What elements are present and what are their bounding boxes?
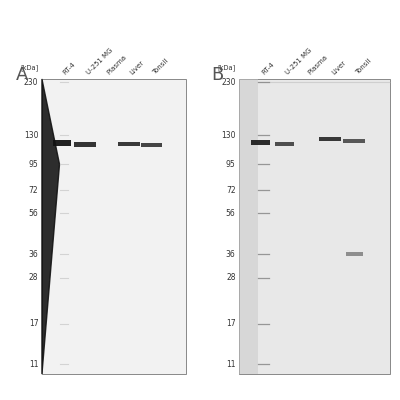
Bar [319, 136, 341, 141]
Text: 72: 72 [226, 186, 236, 194]
Text: [kDa]: [kDa] [217, 64, 236, 71]
Text: Liver: Liver [129, 59, 145, 76]
Text: Plasma: Plasma [306, 54, 328, 76]
Bar [42, 79, 186, 374]
Text: 95: 95 [226, 160, 236, 169]
Bar [118, 142, 140, 146]
Bar [74, 142, 96, 147]
Text: U-251 MG: U-251 MG [284, 47, 313, 76]
Bar [239, 79, 390, 374]
Text: 56: 56 [29, 209, 38, 218]
Text: 230: 230 [221, 78, 236, 87]
Text: Tonsil: Tonsil [152, 58, 170, 76]
Text: 130: 130 [24, 131, 38, 140]
Text: 11: 11 [226, 360, 236, 369]
Text: 130: 130 [221, 131, 236, 140]
Bar [239, 79, 258, 374]
Text: B: B [212, 66, 224, 84]
Text: U-251 MG: U-251 MG [85, 47, 114, 76]
Bar [343, 139, 365, 143]
Text: A: A [16, 66, 28, 84]
Text: 28: 28 [226, 273, 236, 282]
Text: Tonsil: Tonsil [354, 58, 372, 76]
Polygon shape [42, 79, 60, 374]
Bar [275, 142, 294, 146]
Text: 56: 56 [226, 209, 236, 218]
Text: 17: 17 [29, 320, 38, 328]
Text: 36: 36 [29, 250, 38, 259]
Text: 17: 17 [226, 320, 236, 328]
Text: 28: 28 [29, 273, 38, 282]
Text: 11: 11 [29, 360, 38, 369]
Text: Liver: Liver [330, 59, 347, 76]
Text: 72: 72 [29, 186, 38, 194]
Text: RT-4: RT-4 [62, 61, 77, 76]
Bar [251, 140, 270, 145]
Text: 95: 95 [29, 160, 38, 169]
Text: [kDa]: [kDa] [20, 64, 38, 71]
Text: RT-4: RT-4 [260, 61, 275, 76]
Text: 36: 36 [226, 250, 236, 259]
Text: Plasma: Plasma [106, 54, 128, 76]
Bar [346, 252, 362, 256]
Bar [141, 143, 162, 147]
Text: 230: 230 [24, 78, 38, 87]
Bar [53, 140, 71, 146]
